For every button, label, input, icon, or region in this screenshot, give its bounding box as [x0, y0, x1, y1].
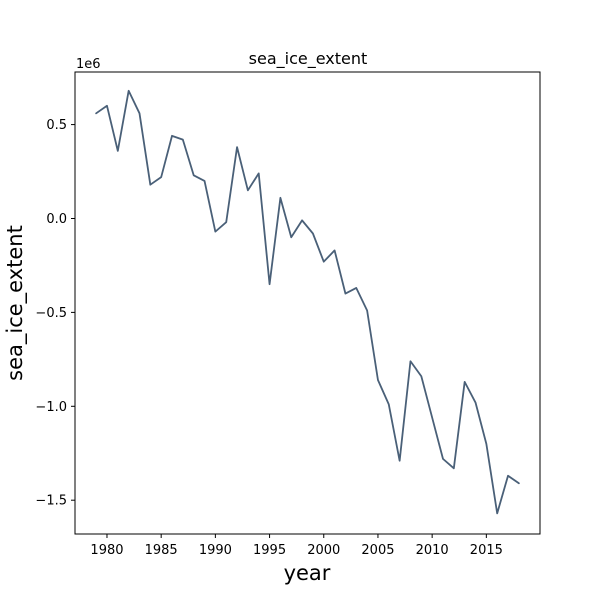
y-tick-label: −1.5	[35, 494, 67, 509]
x-axis: 1980 1985 1990 1995 2000 2005 2010 2015	[90, 534, 503, 558]
x-tick-label: 1980	[90, 543, 123, 558]
chart-title: sea_ice_extent	[249, 49, 368, 69]
y-tick-label: −1.0	[35, 400, 67, 415]
x-axis-title: year	[284, 561, 331, 585]
y-tick-label: 0.5	[46, 118, 67, 133]
x-tick-label: 1990	[199, 543, 232, 558]
y-tick-label: −0.5	[35, 306, 67, 321]
x-tick-label: 2015	[470, 543, 503, 558]
y-axis: −1.5 −1.0 −0.5 0.0 0.5	[35, 118, 75, 509]
y-tick-label: 0.0	[46, 212, 67, 227]
x-tick-label: 1985	[145, 543, 178, 558]
y-axis-title: sea_ice_extent	[3, 225, 28, 381]
x-tick-label: 2005	[361, 543, 394, 558]
x-tick-label: 2010	[416, 543, 449, 558]
plot-area-frame	[74, 71, 541, 535]
y-offset-label: 1e6	[76, 57, 101, 72]
series-group	[95, 89, 520, 515]
x-tick-label: 2000	[307, 543, 340, 558]
series-line	[95, 89, 520, 515]
x-tick-label: 1995	[253, 543, 286, 558]
